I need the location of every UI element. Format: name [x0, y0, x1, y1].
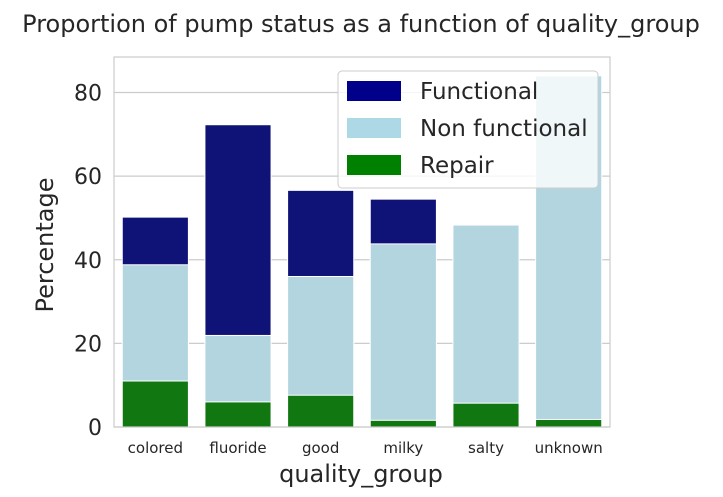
x-tick-label: unknown	[535, 439, 603, 457]
bar-repair-good	[287, 394, 355, 428]
x-tick-labels: colored fluoride good milky salty unknown	[128, 439, 603, 457]
y-tick-label: 80	[74, 82, 102, 107]
x-axis-label: quality_group	[279, 460, 443, 488]
bar-repair-milky	[369, 419, 437, 428]
x-tick-label: milky	[383, 439, 423, 457]
x-tick-label: salty	[468, 439, 504, 457]
x-tick-label: colored	[128, 439, 183, 457]
legend-swatch	[347, 118, 401, 138]
legend-label: Repair	[420, 153, 494, 179]
bar-repair-colored	[121, 380, 189, 428]
legend-label: Functional	[420, 79, 538, 105]
legend-swatch	[347, 155, 401, 175]
bar-repair-salty	[452, 402, 520, 428]
bar-non-functional-milky	[369, 243, 437, 428]
y-tick-labels: 0 20 40 60 80	[74, 82, 102, 441]
legend: Functional Non functional Repair	[337, 70, 599, 189]
bar-non-functional-salty	[452, 224, 520, 428]
legend-label: Non functional	[420, 116, 588, 142]
y-tick-label: 20	[74, 332, 102, 357]
y-axis-label: Percentage	[31, 177, 59, 312]
legend-box	[337, 70, 599, 189]
x-tick-label: fluoride	[209, 439, 266, 457]
plot-frame	[113, 56, 611, 428]
bar-repair-unknown	[535, 418, 603, 428]
y-tick-label: 40	[74, 249, 102, 274]
y-tick-label: 0	[88, 416, 102, 441]
legend-swatch	[347, 81, 401, 101]
bars	[121, 75, 603, 428]
chart-title: Proportion of pump status as a function …	[22, 10, 700, 38]
x-tick-label: good	[302, 439, 339, 457]
bar-repair-fluoride	[204, 401, 272, 428]
y-tick-label: 60	[74, 165, 102, 190]
